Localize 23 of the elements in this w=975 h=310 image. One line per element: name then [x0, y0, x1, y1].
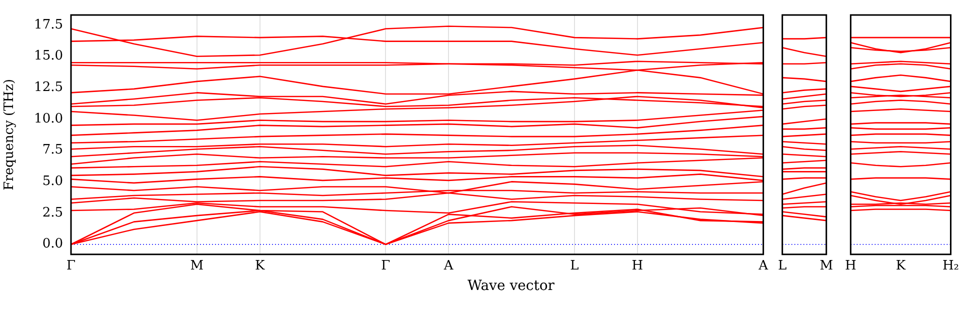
x-tick-label: H₂: [942, 258, 960, 274]
y-tick-label: 7.5: [42, 142, 63, 158]
x-tick-label: H: [632, 258, 644, 274]
x-tick-label: M: [820, 258, 833, 274]
y-tick-label: 17.5: [34, 17, 63, 32]
y-tick-label: 5.0: [42, 174, 63, 190]
x-tick-label: H: [844, 258, 856, 274]
y-tick-label: 0.0: [42, 236, 63, 252]
x-tick-label: L: [570, 258, 580, 274]
y-tick-label: 10.0: [34, 111, 63, 126]
x-tick-label: Γ: [381, 258, 390, 274]
x-tick-label: L: [778, 258, 787, 274]
x-axis-title: Wave vector: [468, 278, 554, 294]
x-tick-label: K: [896, 258, 906, 274]
y-tick-label: 2.5: [42, 205, 63, 220]
y-tick-label: 15.0: [34, 48, 63, 64]
y-axis-title: Frequency (THz): [2, 78, 18, 190]
x-tick-label: A: [442, 258, 454, 274]
x-tick-label: Γ: [66, 258, 76, 274]
y-tick-label: 12.5: [34, 80, 63, 96]
x-tick-label: A: [758, 258, 769, 274]
x-tick-label: M: [190, 258, 204, 274]
x-tick-label: K: [254, 258, 265, 274]
